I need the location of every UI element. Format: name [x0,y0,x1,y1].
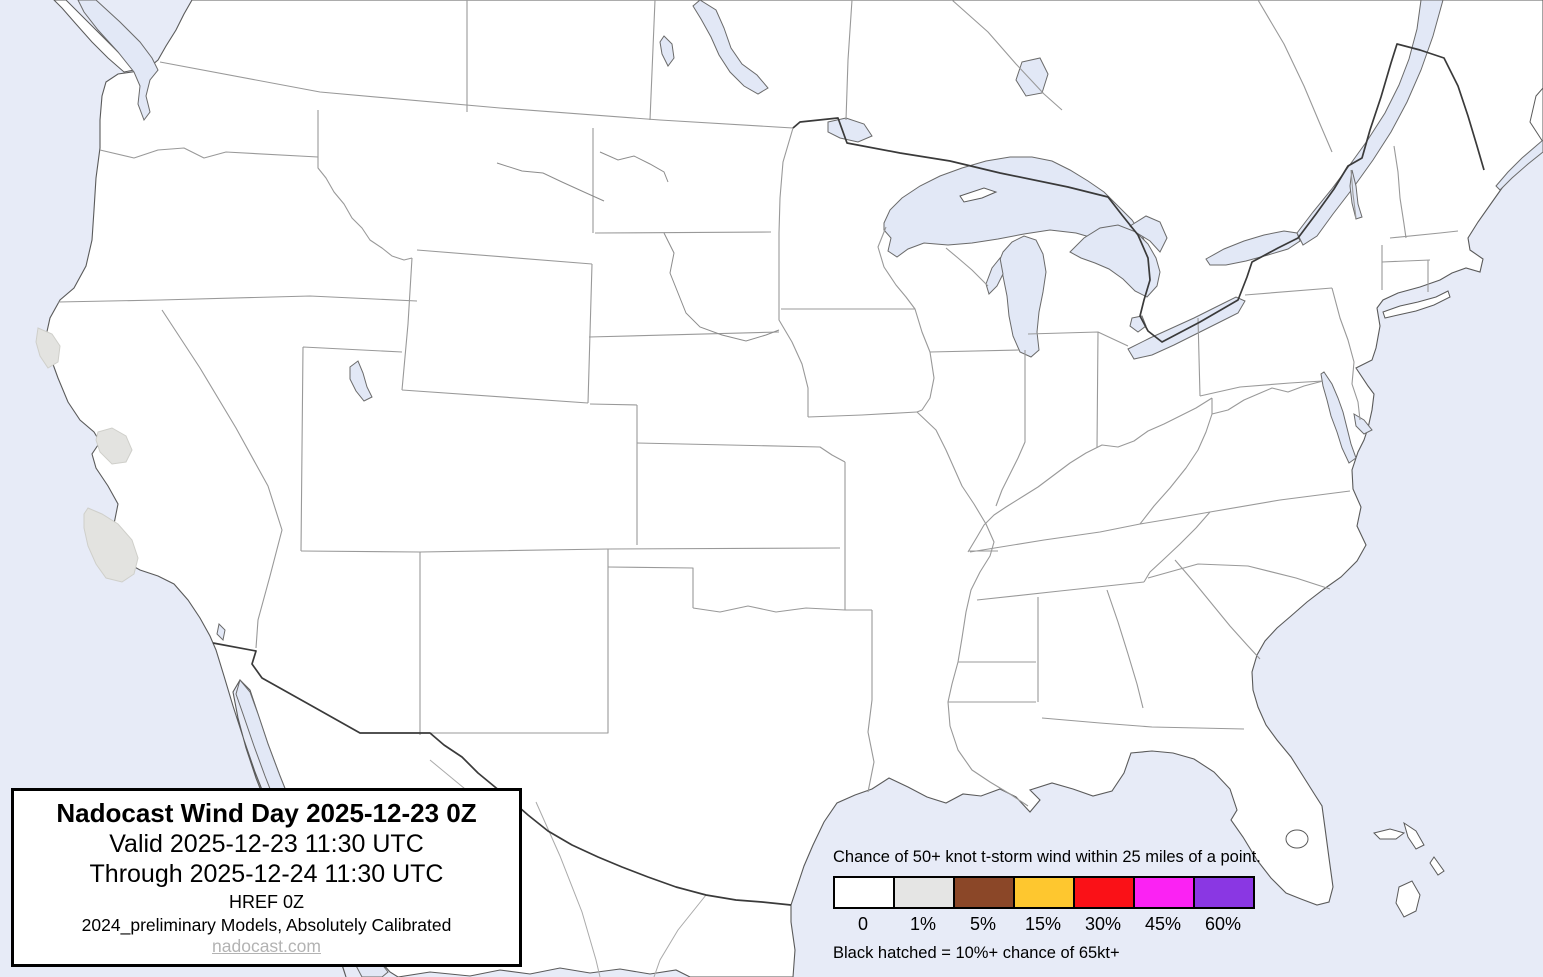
legend-swatch-5% [955,876,1015,909]
legend-swatch-60% [1195,876,1255,909]
rivers [496,151,780,342]
lake-okeechobee [1285,829,1309,849]
abaco-island [1403,821,1425,850]
prob-blob-norcal [35,327,61,369]
site-link-row: nadocast.com [14,936,519,957]
legend-swatch-30% [1075,876,1135,909]
lake-winnipeg [692,0,769,95]
legend-swatch-row [833,876,1263,909]
legend-swatch-45% [1135,876,1195,909]
lake-michigan [998,235,1047,358]
prob-blob-central-coast [83,507,139,583]
nova-scotia-fragment [1529,87,1543,143]
model-run: HREF 0Z [228,892,304,912]
legend-footnote: Black hatched = 10%+ chance of 65kt+ [833,944,1120,962]
legend-label-1%: 1% [909,914,936,934]
probability-legend: Chance of 50+ knot t-storm wind within 2… [833,847,1263,963]
lake-champlain [1349,169,1363,220]
green-bay [985,256,1004,295]
andros-island [1395,880,1421,918]
delaware-bay [1353,413,1373,435]
state-borders [57,0,1459,807]
legend-label-15%: 15% [1024,914,1062,934]
legend-label-30%: 30% [1084,914,1122,934]
eleuthera-island [1429,856,1445,876]
model-calibration: 2024_preliminary Models, Absolutely Cali… [81,915,452,935]
legend-label-45%: 45% [1144,914,1182,934]
lake-ontario [1205,230,1301,266]
legend-label-0: 0 [857,914,868,934]
georgian-bay [1129,215,1168,253]
valid-time: Valid 2025-12-23 11:30 UTC [109,830,424,858]
great-salt-lake [349,360,373,402]
legend-swatch-1% [895,876,955,909]
legend-label-5%: 5% [969,914,996,934]
legend-label-60%: 60% [1204,914,1242,934]
legend-label-row: 0 1% 5% 15% 30% 45% 60% [833,914,1263,935]
gulf-of-california [235,678,389,977]
lake-huron [1069,224,1161,298]
isle-royale [959,187,998,203]
probability-contour-1pct [35,327,139,583]
legend-swatch-15% [1015,876,1075,909]
bay-of-fundy [1495,139,1543,191]
forecast-title: Nadocast Wind Day 2025-12-23 0Z [56,798,477,828]
grand-bahama [1373,828,1406,840]
chesapeake-bay [1320,371,1357,464]
through-time: Through 2025-12-24 11:30 UTC [89,860,444,888]
coastal-waters [77,0,1543,977]
nadocast-link[interactable]: nadocast.com [212,936,321,956]
lake-manitoba [659,35,675,67]
lake-nipigon [1015,57,1049,97]
forecast-title-box: Nadocast Wind Day 2025-12-23 0Z Valid 20… [11,788,522,967]
salton-sea [216,622,226,642]
legend-swatch-0 [833,876,895,909]
lake-of-the-woods [827,117,873,143]
legend-heading: Chance of 50+ knot t-storm wind within 2… [833,848,1261,866]
long-island [1382,290,1451,319]
prob-blob-sf-bay [95,427,133,465]
islands [1373,290,1451,918]
strait-of-georgia-puget-sound [77,0,159,122]
